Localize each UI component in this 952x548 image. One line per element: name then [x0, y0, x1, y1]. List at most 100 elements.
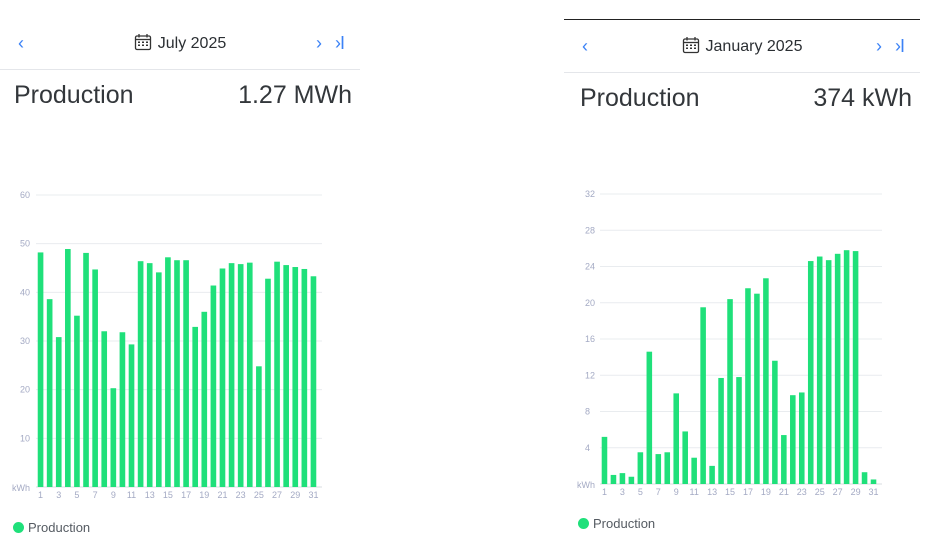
x-tick-label: 31 [869, 487, 879, 497]
bar [852, 251, 859, 484]
summary-total: 1.27 MWh [238, 81, 352, 109]
latest-month-button[interactable]: ›I [335, 33, 345, 53]
bar [256, 366, 262, 487]
x-tick-label: 5 [638, 487, 643, 497]
bar [736, 377, 742, 484]
x-tick-label: 25 [815, 487, 825, 497]
bar [798, 392, 805, 484]
y-tick-label: 60 [20, 190, 30, 200]
bar [201, 311, 208, 487]
month-label: January 2025 [705, 38, 803, 55]
month-label: July 2025 [157, 35, 227, 52]
previous-month-button[interactable]: ‹ [18, 33, 24, 53]
bar [155, 272, 162, 487]
x-tick-label: 27 [833, 487, 843, 497]
calendar-icon [682, 37, 699, 54]
bar [610, 474, 617, 484]
bar [816, 256, 823, 484]
x-tick-label: 21 [779, 487, 789, 497]
y-tick-label: 10 [20, 433, 30, 443]
y-tick-label: 40 [20, 287, 30, 297]
summary-title: Production [580, 84, 700, 112]
bar [65, 249, 71, 487]
bar [825, 260, 832, 484]
next-month-button[interactable]: › [316, 33, 322, 53]
x-tick-label: 11 [689, 487, 698, 497]
bar [110, 388, 117, 487]
month-selector[interactable]: July 2025 [0, 33, 360, 54]
bar [807, 261, 814, 484]
y-tick-label: 16 [585, 334, 595, 344]
bar [101, 331, 108, 487]
y-tick-label: 50 [20, 239, 30, 249]
bar [754, 293, 760, 484]
x-tick-label: 7 [656, 487, 661, 497]
y-tick-label: 32 [585, 189, 595, 199]
bar [265, 278, 271, 487]
bar [727, 299, 733, 484]
bar [709, 465, 715, 484]
bar [745, 288, 751, 484]
x-tick-label: 29 [851, 487, 861, 497]
bar [861, 472, 868, 484]
y-axis-unit-label: kWh [12, 483, 30, 493]
month-navigation: ‹ July 2025 › ›I [0, 19, 360, 70]
bar [601, 436, 608, 484]
production-summary: Production 1.27 MWh [14, 80, 352, 110]
y-tick-label: 28 [585, 225, 595, 235]
bar [655, 454, 662, 484]
bar [128, 344, 135, 487]
summary-total: 374 kWh [813, 84, 912, 112]
x-tick-label: 23 [236, 490, 246, 500]
legend-label: Production [593, 516, 656, 531]
bar [664, 452, 671, 484]
x-tick-label: 27 [272, 490, 282, 500]
chart-legend[interactable]: Production [13, 520, 90, 535]
next-month-button[interactable]: › [876, 36, 882, 56]
bar [619, 473, 626, 484]
x-tick-label: 9 [111, 490, 116, 500]
bar [301, 268, 308, 487]
chart-legend[interactable]: Production [578, 516, 655, 531]
bar [628, 476, 635, 484]
x-tick-label: 23 [797, 487, 807, 497]
bar [37, 252, 44, 487]
bar [237, 264, 244, 487]
bar [137, 261, 144, 487]
bar [700, 307, 706, 484]
bar [210, 285, 217, 487]
bar [246, 262, 253, 487]
x-tick-label: 1 [38, 490, 43, 500]
bar [219, 268, 226, 487]
bar [772, 360, 778, 484]
y-tick-label: 20 [20, 385, 30, 395]
y-axis-unit-label: kWh [577, 480, 595, 490]
x-tick-label: 31 [308, 490, 318, 500]
y-tick-label: 12 [585, 370, 595, 380]
bar [781, 435, 787, 484]
x-tick-label: 17 [743, 487, 753, 497]
summary-title: Production [14, 81, 134, 109]
x-tick-label: 5 [74, 490, 79, 500]
bar [870, 479, 877, 484]
x-tick-label: 13 [707, 487, 717, 497]
bar [192, 326, 199, 487]
bar [843, 250, 850, 484]
bar [174, 260, 180, 487]
previous-month-button[interactable]: ‹ [582, 36, 588, 56]
bar [673, 393, 680, 484]
bar [83, 252, 89, 487]
x-tick-label: 7 [93, 490, 98, 500]
legend-dot [578, 518, 589, 529]
bar [146, 263, 153, 487]
latest-month-button[interactable]: ›I [895, 36, 905, 56]
bar [718, 377, 724, 484]
bar [763, 278, 769, 484]
bar [46, 299, 53, 487]
y-tick-label: 24 [585, 262, 595, 272]
x-tick-label: 19 [761, 487, 771, 497]
month-selector[interactable]: January 2025 [564, 36, 920, 57]
x-tick-label: 21 [217, 490, 227, 500]
